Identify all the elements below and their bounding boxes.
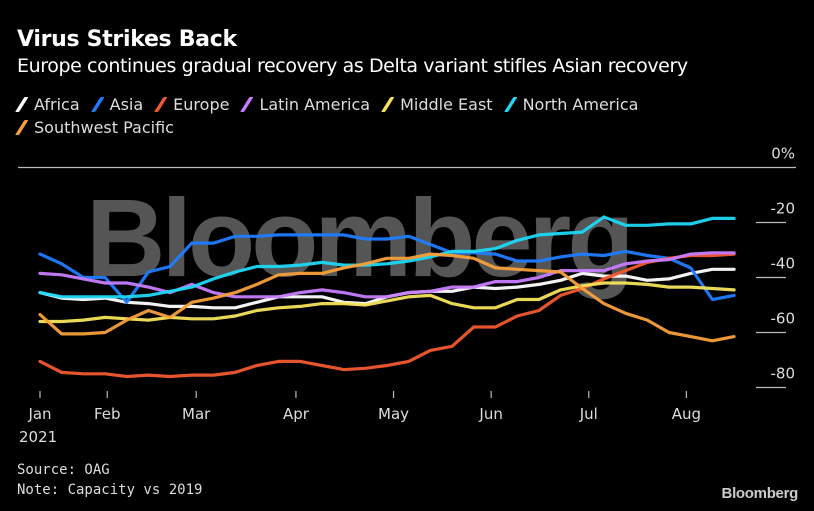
y-tick-label: -40 [771,255,796,273]
source-text: Source: OAG [17,462,110,478]
y-tick-label: -60 [771,310,796,328]
series-line-latin-america [38,251,736,299]
legend-label: Middle East [400,95,493,114]
x-tick-label: May [378,405,409,423]
legend-label: Asia [109,95,144,114]
legend-label: Latin America [259,95,371,114]
chart-subtitle: Europe continues gradual recovery as Del… [17,55,688,77]
legend-item: Asia [90,93,144,116]
legend-label: Africa [34,95,80,114]
note-text: Note: Capacity vs 2019 [17,482,203,498]
x-tick-label: Aug [672,405,701,423]
y-tick-label: -20 [771,200,796,218]
series-line-europe [38,252,736,379]
y-tick-label: -80 [771,365,796,383]
grid [18,166,796,389]
x-tick-label: Jun [478,405,502,423]
x-year-label: 2021 [19,428,57,446]
x-tick-label: Jul [579,405,598,423]
legend-item: North America [503,93,639,116]
legend-item: Latin America [240,93,371,116]
legend-item: Middle East [381,93,493,116]
x-tick-label: Feb [94,405,121,423]
legend-label: Europe [173,95,230,114]
x-tick-label: Mar [182,405,211,423]
legend-label: Southwest Pacific [34,118,174,137]
chart-title: Virus Strikes Back [17,27,237,52]
x-axis: Jan Feb Mar Apr May Jun Jul Aug 2021 [19,391,701,446]
series-line-middle-east [38,281,736,324]
x-tick-label: Apr [283,405,310,423]
legend-label: North America [522,95,639,114]
legend-item: Southwest Pacific [15,116,174,139]
y-tick-label: 0% [771,145,795,163]
source-note: Source: OAG Note: Capacity vs 2019 [17,460,202,500]
series-line-asia [38,233,736,304]
series-lines [38,215,736,379]
series-line-north-america [38,215,736,299]
brand-logo: Bloomberg [721,485,799,502]
y-axis: 0% -20 -40 -60 -80 [771,145,796,383]
legend: Africa Asia Europe Latin America Middle East… [15,93,807,139]
x-tick-label: Jan [27,405,51,423]
legend-item: Africa [15,93,80,116]
legend-item: Europe [154,93,230,116]
series-line-southwest-pacific [38,252,736,343]
